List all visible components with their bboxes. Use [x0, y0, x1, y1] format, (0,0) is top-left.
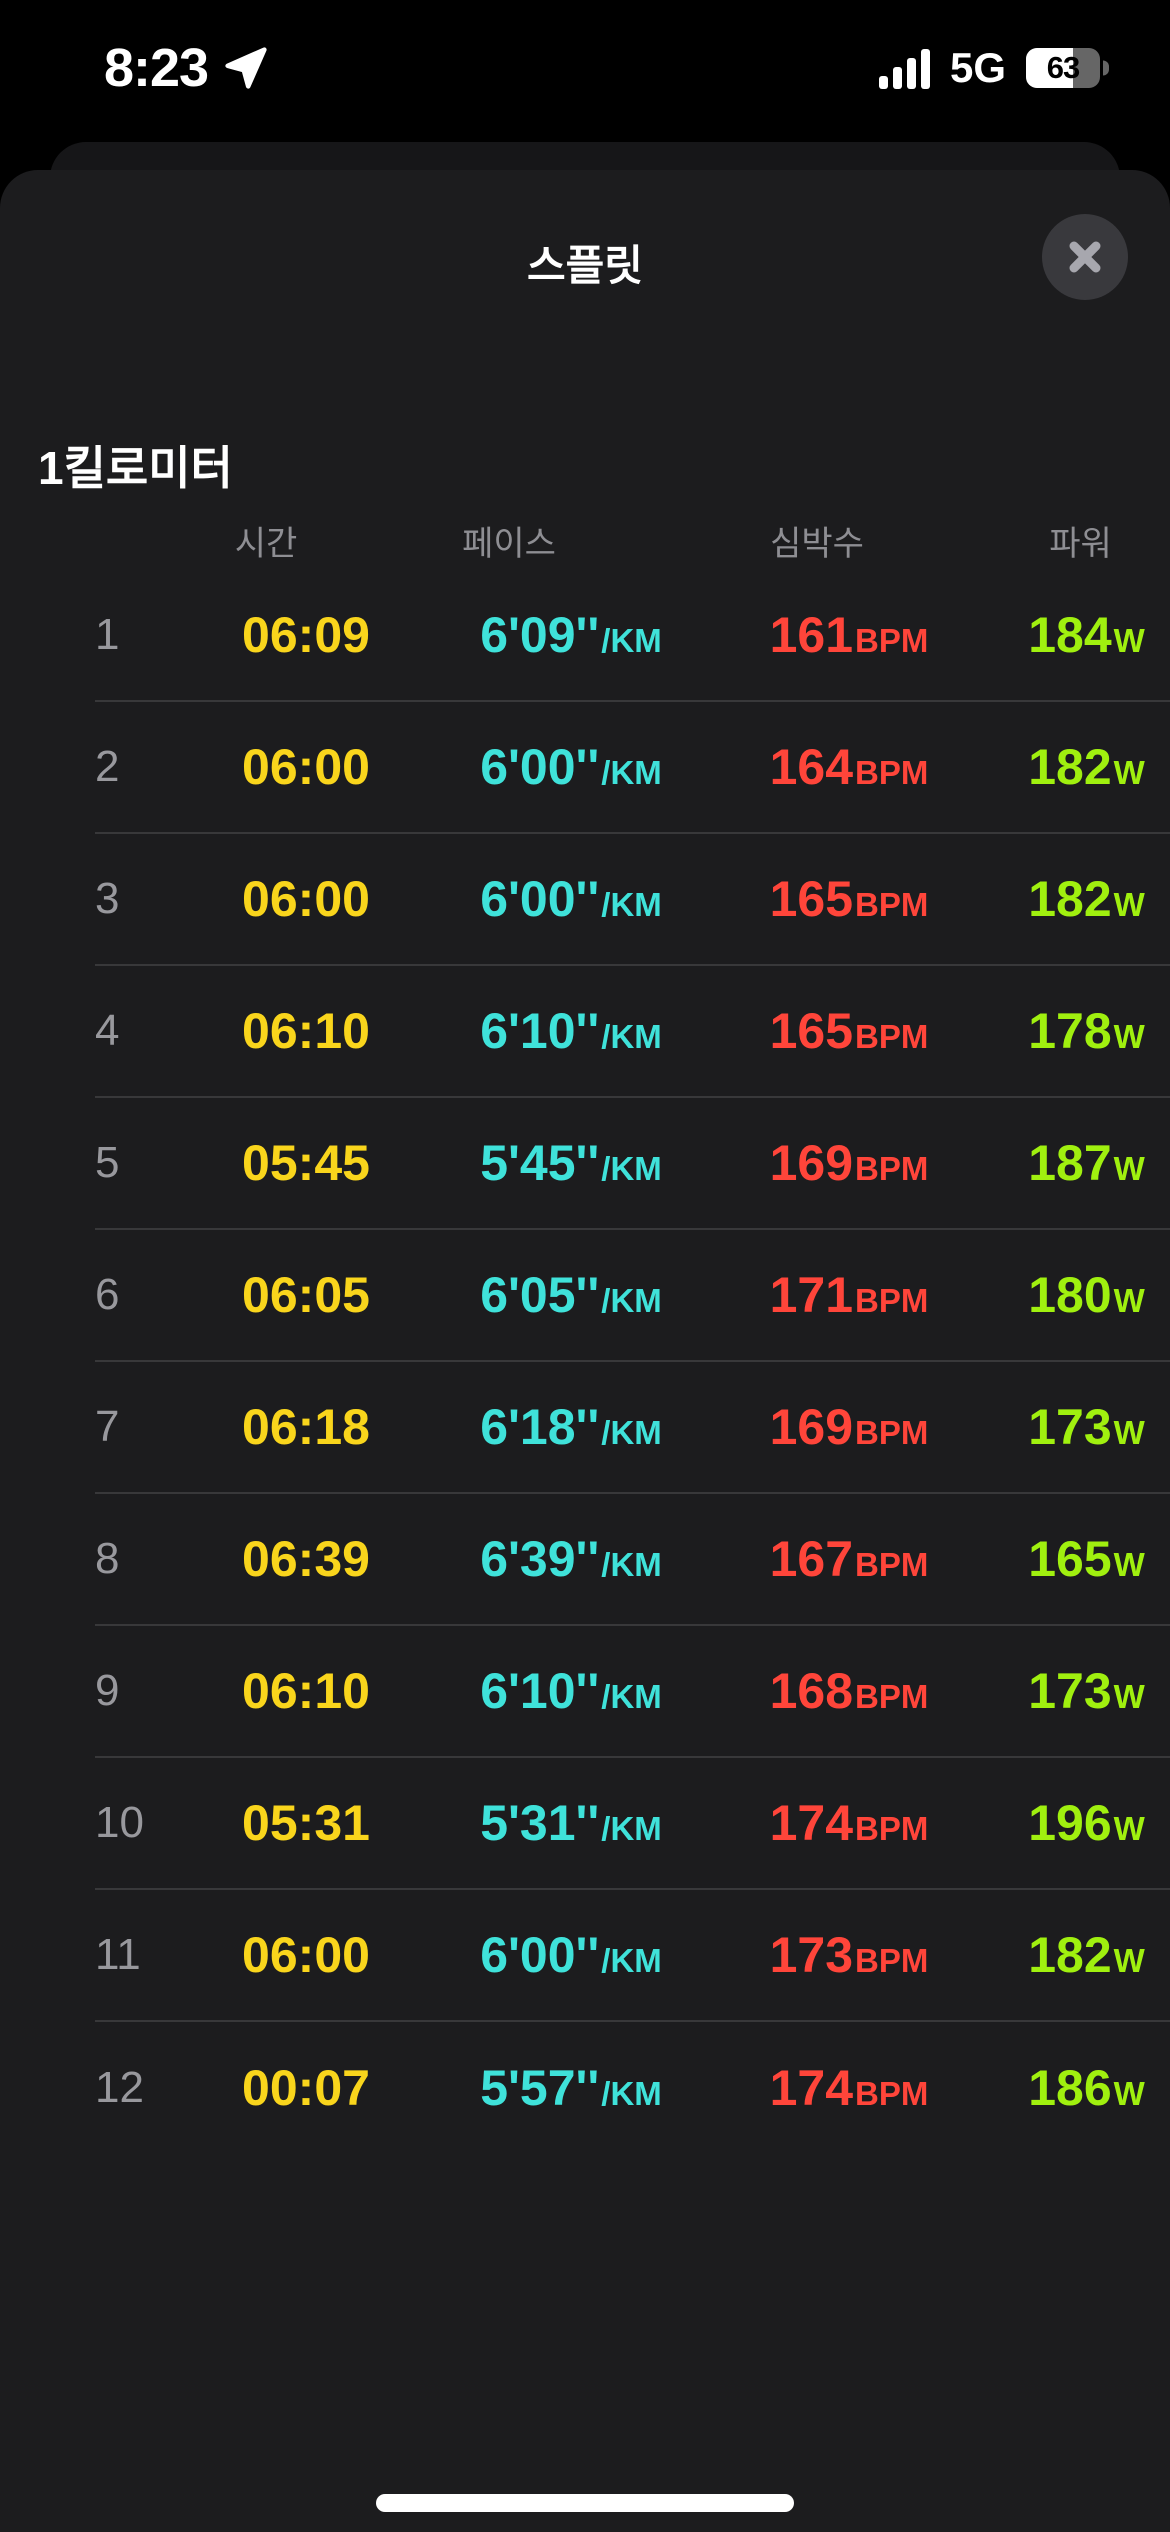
split-index: 4: [95, 1006, 120, 1055]
split-row: 11 06:00 6'00''/KM 173 BPM 182 W: [95, 1890, 1170, 2022]
battery-nub: [1103, 60, 1109, 76]
split-power: 173 W: [1028, 1663, 1145, 1719]
split-row: 2 06:00 6'00''/KM 164 BPM 182 W: [95, 702, 1170, 834]
split-index: 11: [95, 1930, 141, 1979]
split-power: 180 W: [1028, 1267, 1145, 1323]
split-row: 3 06:00 6'00''/KM 165 BPM 182 W: [95, 834, 1170, 966]
split-row: 9 06:10 6'10''/KM 168 BPM 173 W: [95, 1626, 1170, 1758]
column-header-power: 파워: [1049, 524, 1112, 563]
split-heart-rate: 168 BPM: [769, 1663, 929, 1719]
split-index: 5: [95, 1138, 120, 1187]
table-body: 1 06:09 6'09''/KM 161 BPM 184 W 2 06:00 6'…: [0, 570, 1170, 2154]
home-indicator[interactable]: [376, 2494, 794, 2512]
battery-percent-label: 63: [1046, 50, 1080, 85]
split-heart-rate: 174 BPM: [769, 1795, 929, 1851]
battery-body: [1026, 48, 1100, 88]
split-row: 7 06:18 6'18''/KM 169 BPM 173 W: [95, 1362, 1170, 1494]
column-header-time: 시간: [234, 524, 298, 563]
section-title: 1킬로미터: [38, 442, 233, 494]
splits-table: 시간 페이스 심박수 파워 1 06:09 6'09''/KM 161 BPM 1…: [0, 510, 1170, 2154]
split-time: 06:39: [242, 1531, 370, 1587]
split-index: 10: [95, 1798, 144, 1847]
split-pace: 6'10''/KM: [480, 1003, 662, 1059]
split-power: 187 W: [1028, 1135, 1145, 1191]
split-pace: 5'45''/KM: [480, 1135, 662, 1191]
split-time: 06:00: [242, 1927, 370, 1983]
battery-fill: [1026, 48, 1073, 88]
split-pace: 6'39''/KM: [480, 1531, 662, 1587]
split-row: 5 05:45 5'45''/KM 169 BPM 187 W: [95, 1098, 1170, 1230]
split-heart-rate: 165 BPM: [769, 1003, 929, 1059]
split-pace: 6'09''/KM: [480, 607, 662, 663]
split-pace: 6'10''/KM: [480, 1663, 662, 1719]
column-header-pace: 페이스: [462, 524, 556, 563]
split-heart-rate: 164 BPM: [769, 739, 929, 795]
split-power: 182 W: [1028, 1927, 1145, 1983]
split-index: 6: [95, 1270, 120, 1319]
battery-icon: 63: [1026, 48, 1109, 88]
split-pace: 6'00''/KM: [480, 1927, 662, 1983]
split-power: 173 W: [1028, 1399, 1145, 1455]
close-icon: [1069, 241, 1101, 273]
split-pace: 6'00''/KM: [480, 871, 662, 927]
status-time: 8:23: [104, 38, 209, 98]
split-index: 8: [95, 1534, 120, 1583]
split-time: 06:05: [242, 1267, 370, 1323]
split-power: 178 W: [1028, 1003, 1145, 1059]
split-time: 06:00: [242, 739, 370, 795]
split-time: 06:10: [242, 1663, 370, 1719]
splits-sheet[interactable]: 스플릿 1킬로미터 시간 페이스 심박수 파워 1 06:09 6'09''/K…: [0, 170, 1170, 2532]
close-button[interactable]: [1042, 214, 1128, 300]
split-heart-rate: 169 BPM: [769, 1399, 929, 1455]
split-time: 06:10: [242, 1003, 370, 1059]
table-header-row: 시간 페이스 심박수 파워: [95, 510, 1170, 570]
split-index: 12: [95, 2063, 144, 2112]
split-row: 4 06:10 6'10''/KM 165 BPM 178 W: [95, 966, 1170, 1098]
split-heart-rate: 173 BPM: [769, 1927, 929, 1983]
status-bar: 8:23 5G 63: [0, 36, 1170, 100]
split-heart-rate: 167 BPM: [769, 1531, 929, 1587]
split-index: 2: [95, 742, 120, 791]
split-power: 182 W: [1028, 871, 1145, 927]
split-power: 165 W: [1028, 1531, 1145, 1587]
split-heart-rate: 171 BPM: [769, 1267, 929, 1323]
split-row: 12 00:07 5'57''/KM 174 BPM 186 W: [95, 2022, 1170, 2154]
split-row: 6 06:05 6'05''/KM 171 BPM 180 W: [95, 1230, 1170, 1362]
status-bar-left: 8:23: [104, 37, 268, 99]
split-time: 05:45: [242, 1135, 370, 1191]
split-pace: 5'57''/KM: [480, 2060, 662, 2116]
split-heart-rate: 174 BPM: [769, 2060, 929, 2116]
split-pace: 6'05''/KM: [480, 1267, 662, 1323]
status-bar-right: 5G 63: [878, 44, 1109, 92]
column-header-heart-rate: 심박수: [770, 524, 864, 563]
split-time: 00:07: [242, 2060, 370, 2116]
network-type-label: 5G: [949, 44, 1006, 91]
split-heart-rate: 165 BPM: [769, 871, 929, 927]
split-heart-rate: 169 BPM: [769, 1135, 929, 1191]
sheet-title: 스플릿: [527, 242, 643, 289]
split-row: 10 05:31 5'31''/KM 174 BPM 196 W: [95, 1758, 1170, 1890]
split-index: 1: [95, 610, 120, 659]
split-pace: 5'31''/KM: [480, 1795, 662, 1851]
split-pace: 6'00''/KM: [480, 739, 662, 795]
split-time: 06:09: [242, 607, 370, 663]
split-power: 186 W: [1028, 2060, 1145, 2116]
split-power: 196 W: [1028, 1795, 1145, 1851]
split-time: 05:31: [242, 1795, 370, 1851]
location-arrow-icon: [225, 47, 267, 89]
split-time: 06:00: [242, 871, 370, 927]
split-row: 8 06:39 6'39''/KM 167 BPM 165 W: [95, 1494, 1170, 1626]
split-power: 182 W: [1028, 739, 1145, 795]
split-index: 7: [95, 1402, 120, 1451]
split-pace: 6'18''/KM: [480, 1399, 662, 1455]
split-row: 1 06:09 6'09''/KM 161 BPM 184 W: [95, 570, 1170, 702]
split-index: 3: [95, 874, 120, 923]
split-heart-rate: 161 BPM: [769, 607, 929, 663]
split-index: 9: [95, 1666, 120, 1715]
split-power: 184 W: [1028, 607, 1145, 663]
split-time: 06:18: [242, 1399, 370, 1455]
cellular-signal-icon: [878, 47, 930, 89]
